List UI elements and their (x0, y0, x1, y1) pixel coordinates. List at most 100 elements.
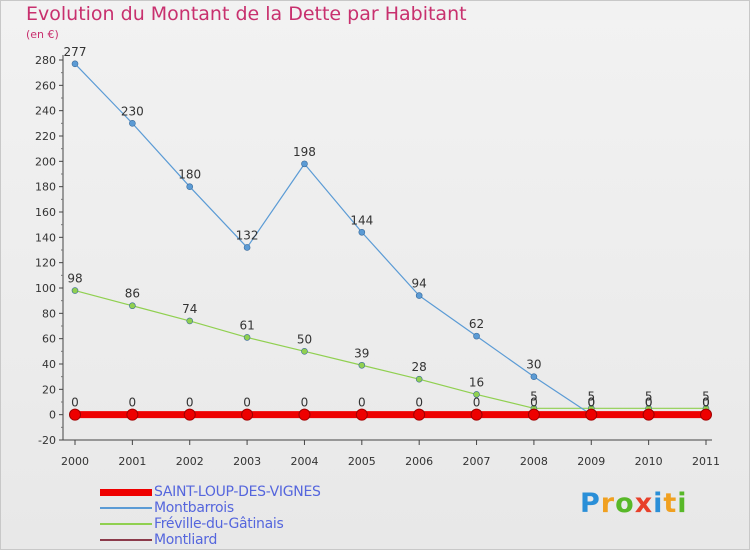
data-label: 61 (239, 318, 254, 332)
data-point (183, 408, 196, 421)
legend-label: Montbarrois (154, 500, 234, 516)
data-label: 144 (350, 213, 373, 227)
data-label: 0 (702, 396, 710, 410)
y-tick-label: 280 (35, 54, 56, 67)
legend-item: SAINT-LOUP-DES-VIGNES (100, 484, 321, 500)
data-label: 180 (178, 168, 201, 182)
x-tick-label: 2009 (577, 455, 605, 468)
data-point (585, 408, 598, 421)
data-label: 16 (469, 375, 484, 389)
y-tick-label: -20 (38, 434, 56, 447)
y-unit-label: (en €) (26, 28, 59, 41)
y-tick-label: 240 (35, 105, 56, 118)
data-label: 198 (293, 145, 316, 159)
x-tick-label: 2000 (61, 455, 89, 468)
data-label: 62 (469, 317, 484, 331)
y-tick-label: 0 (49, 409, 56, 422)
data-label: 28 (412, 360, 427, 374)
data-label: 230 (121, 104, 144, 118)
legend-swatch (100, 507, 152, 509)
data-label: 50 (297, 332, 312, 346)
proxiti-logo: Proxiti (580, 488, 688, 519)
y-tick-label: 40 (42, 358, 56, 371)
data-label: 0 (243, 396, 251, 410)
data-point (413, 408, 426, 421)
data-point (129, 120, 136, 127)
data-label: 5 (587, 389, 595, 403)
data-label: 0 (702, 396, 710, 410)
data-label: 74 (182, 302, 197, 316)
legend-item: Montbarrois (100, 500, 321, 516)
data-label: 0 (587, 396, 595, 410)
data-label: 30 (526, 358, 541, 372)
y-tick-label: 160 (35, 206, 56, 219)
x-tick-label: 2006 (405, 455, 433, 468)
y-tick-label: 200 (35, 155, 56, 168)
data-label: 0 (301, 396, 309, 410)
legend-swatch (100, 523, 152, 525)
x-tick-label: 2007 (463, 455, 491, 468)
series-line (74, 289, 706, 409)
data-point (527, 408, 540, 421)
x-tick-label: 2002 (176, 455, 204, 468)
data-point (415, 292, 423, 299)
data-point (473, 391, 480, 398)
data-label: 5 (530, 389, 538, 403)
data-label: 98 (67, 272, 82, 286)
data-point (298, 408, 311, 421)
data-label: 0 (645, 396, 653, 410)
data-point (473, 332, 480, 340)
data-point (241, 408, 254, 421)
data-label: 0 (530, 396, 538, 410)
data-label: 0 (358, 396, 366, 410)
y-tick-label: 20 (42, 383, 56, 396)
data-label: 277 (64, 45, 87, 59)
legend-item: Fréville-du-Gâtinais (100, 516, 321, 532)
legend-swatch (100, 539, 152, 541)
legend-label: Fréville-du-Gâtinais (154, 516, 284, 532)
y-tick-label: 140 (35, 231, 56, 244)
data-point (243, 334, 251, 341)
data-label: 0 (645, 396, 653, 410)
data-label: 0 (415, 396, 423, 410)
data-point (301, 348, 308, 355)
data-point (243, 244, 251, 251)
y-tick-label: 180 (35, 181, 56, 194)
data-label: 0 (186, 396, 194, 410)
data-point (470, 408, 483, 421)
data-label: 5 (645, 389, 653, 403)
x-tick-label: 2005 (348, 455, 376, 468)
data-label: 0 (129, 396, 137, 410)
x-tick-label: 2001 (118, 455, 146, 468)
x-tick-label: 2010 (635, 455, 663, 468)
y-tick-label: 100 (35, 282, 56, 295)
x-tick-label: 2003 (233, 455, 261, 468)
y-tick-label: 120 (35, 257, 56, 270)
data-point (530, 373, 538, 380)
legend: SAINT-LOUP-DES-VIGNES Montbarrois Fréville… (100, 484, 321, 548)
data-label: 86 (125, 287, 140, 301)
x-tick-label: 2004 (290, 455, 318, 468)
data-point (358, 361, 366, 369)
x-tick-label: 2011 (692, 455, 720, 468)
data-label: 0 (587, 396, 595, 410)
data-point (186, 317, 194, 325)
x-tick-label: 2008 (520, 455, 548, 468)
data-label: 39 (354, 346, 369, 360)
data-label: 0 (71, 396, 79, 410)
y-tick-label: 60 (42, 333, 56, 346)
y-tick-label: 260 (35, 79, 56, 92)
data-point (642, 408, 655, 421)
legend-label: Montliard (154, 532, 218, 548)
data-point (129, 302, 136, 310)
data-label: 0 (473, 396, 481, 410)
legend-swatch (100, 488, 152, 496)
data-point (355, 408, 368, 421)
legend-item: Montliard (100, 532, 321, 548)
data-point (71, 287, 79, 294)
data-point (71, 60, 79, 68)
data-label: 94 (412, 277, 427, 291)
chart-title: Evolution du Montant de la Dette par Hab… (26, 3, 467, 25)
data-point (700, 408, 712, 421)
